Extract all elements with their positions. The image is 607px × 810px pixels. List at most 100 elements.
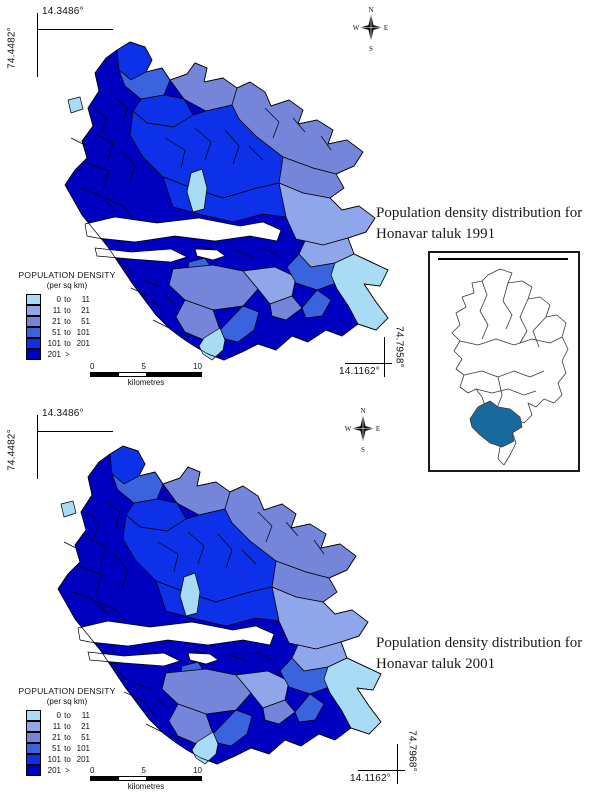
scale-unit-label: kilometres	[127, 378, 165, 387]
map-caption-1991: Population density distribution for Hona…	[376, 203, 607, 244]
latitude-label: 14.1162°	[339, 366, 381, 377]
legend-label: 201	[47, 766, 61, 775]
svg-text:E: E	[376, 425, 380, 433]
legend-swatch	[26, 710, 41, 721]
inset-neatline	[438, 258, 568, 260]
legend-label: to	[64, 328, 71, 337]
legend-label: 101	[47, 339, 61, 348]
legend-label: 201	[47, 350, 61, 359]
legend-row: 21 to 51	[26, 316, 130, 327]
legend-label: to	[64, 711, 71, 720]
legend-swatch	[26, 294, 41, 305]
choropleth-map	[64, 41, 389, 361]
latitude-label: 14.3486°	[42, 408, 84, 419]
legend-swatch	[26, 721, 41, 732]
village-regions	[60, 445, 382, 765]
svg-text:S: S	[369, 45, 373, 52]
scale-bar-ticks: 0 5 10	[90, 766, 202, 776]
legend-label: 21	[52, 317, 61, 326]
highlighted-taluk	[469, 400, 523, 448]
longitude-label: 74.4482°	[6, 429, 18, 471]
legend-row: 201 >	[26, 765, 130, 776]
choropleth-map-1991	[35, 38, 395, 373]
caption-line: Honavar taluk 1991	[376, 225, 496, 242]
legend-label: 21	[81, 306, 90, 315]
scale-bar-strip	[90, 372, 202, 377]
taluk-outline	[64, 41, 389, 361]
svg-text:S: S	[361, 446, 365, 453]
legend-label: to	[64, 744, 71, 753]
legend-label: to	[64, 755, 71, 764]
legend-population-density: POPULATION DENSITY (per sq km) 0 to 11 11 to…	[4, 686, 130, 776]
legend-label: to	[64, 306, 71, 315]
scale-bar: 0 5 10 kilometres	[90, 362, 202, 387]
scale-tick: 5	[141, 362, 146, 371]
scale-tick: 5	[141, 766, 146, 775]
legend-label: to	[64, 722, 71, 731]
legend-label: to	[64, 733, 71, 742]
legend-label: 201	[76, 339, 90, 348]
legend-swatch	[26, 305, 41, 316]
map-panel-2001: 14.3486° 74.4482° N E S W	[0, 405, 607, 810]
legend-row: 101 to 201	[26, 338, 130, 349]
legend-row: 11 to 21	[26, 721, 130, 732]
village-regions	[67, 41, 389, 361]
longitude-tick-line	[397, 744, 398, 784]
legend-label: to	[64, 295, 71, 304]
location-inset-map	[428, 251, 580, 472]
compass-rose: N E S W	[353, 6, 388, 52]
longitude-label: 74.7968°	[406, 730, 418, 772]
legend-label: 51	[81, 317, 90, 326]
legend-label: 21	[52, 733, 61, 742]
longitude-label: 74.4482°	[6, 27, 18, 69]
scale-tick: 10	[193, 362, 202, 371]
river-estuary	[84, 216, 282, 263]
compass-rose: N E S W	[345, 407, 380, 453]
legend-row: 201 >	[26, 349, 130, 360]
longitude-tick-line	[37, 13, 38, 77]
scale-tick: 0	[90, 362, 95, 371]
latitude-tick-line	[37, 431, 113, 432]
legend-row: 0 to 11	[26, 294, 130, 305]
svg-text:W: W	[353, 24, 360, 32]
legend-label: 11	[52, 306, 61, 315]
svg-text:E: E	[384, 24, 388, 32]
legend-title: POPULATION DENSITY	[18, 270, 116, 280]
legend-rows: 0 to 11 11 to 21 21 to 51 51 to 101 101 to 201 201 >	[4, 710, 130, 776]
scale-bar: 0 5 10 kilometres	[90, 766, 202, 791]
legend-label: 0	[56, 711, 61, 720]
legend-swatch	[26, 327, 41, 338]
legend-rows: 0 to 11 11 to 21 21 to 51 51 to 101 101 to 201 201 >	[4, 294, 130, 360]
scale-tick: 0	[90, 766, 95, 775]
legend-row: 21 to 51	[26, 732, 130, 743]
choropleth-map-2001	[28, 442, 388, 777]
scale-bar-strip	[90, 776, 202, 781]
river-estuary	[77, 620, 275, 667]
map-panel-1991: 14.3486° 74.4482° N E S W	[4, 6, 405, 387]
legend-label: 51	[52, 744, 61, 753]
longitude-tick-line	[37, 415, 38, 479]
legend-subtitle: (per sq km)	[46, 697, 88, 706]
legend-label: 0	[56, 295, 61, 304]
scale-tick: 10	[193, 766, 202, 775]
legend-row: 51 to 101	[26, 743, 130, 754]
legend-label: >	[65, 350, 70, 359]
legend-swatch	[26, 338, 41, 349]
legend-swatch	[26, 765, 41, 776]
svg-text:N: N	[360, 407, 365, 415]
district-inset-svg	[451, 268, 569, 466]
legend-label: 11	[81, 711, 90, 720]
legend-row: 0 to 11	[26, 710, 130, 721]
map-caption-2001: Population density distribution for Hona…	[376, 633, 607, 674]
legend-subtitle: (per sq km)	[46, 281, 88, 290]
legend-row: 11 to 21	[26, 305, 130, 316]
latitude-label: 14.3486°	[42, 6, 84, 17]
legend-row: 101 to 201	[26, 754, 130, 765]
legend-label: 11	[81, 295, 90, 304]
district-outline	[451, 268, 569, 466]
legend-label: 21	[81, 722, 90, 731]
legend-label: 51	[81, 733, 90, 742]
taluk-outline	[57, 445, 382, 765]
caption-line: Population density distribution for	[376, 205, 583, 221]
